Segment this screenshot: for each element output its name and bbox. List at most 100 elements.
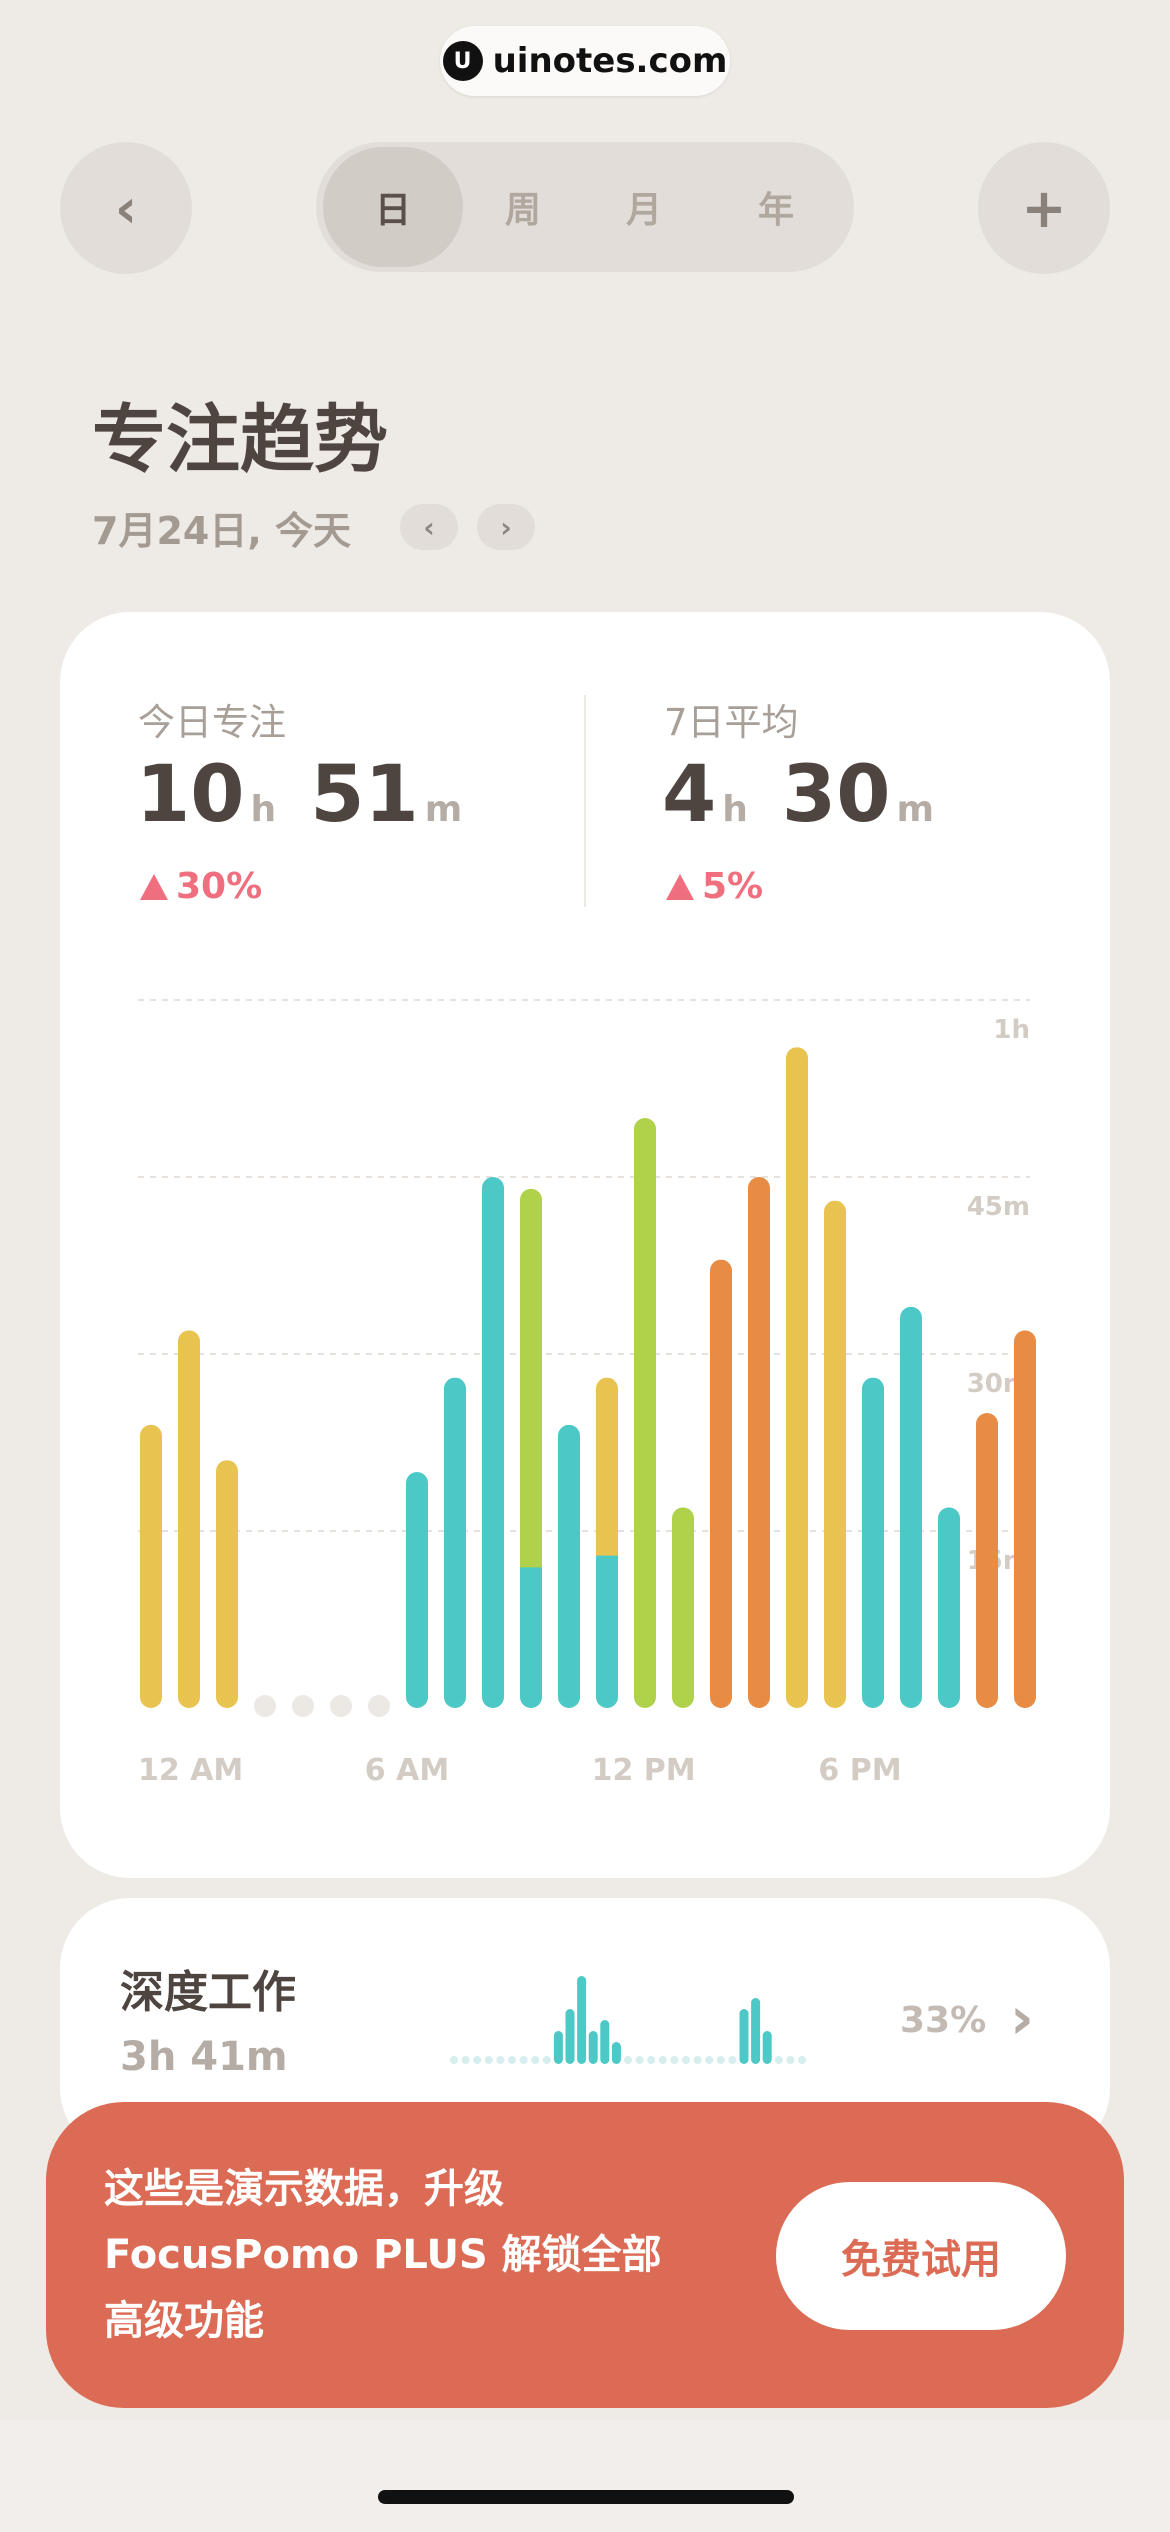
chart-empty-hour-dot xyxy=(292,1695,314,1717)
today-hours-unit: h xyxy=(250,789,277,830)
sparkline-empty-dot xyxy=(473,2056,482,2064)
chart-bar-segment xyxy=(140,1424,162,1708)
tab-year[interactable]: 年 xyxy=(757,190,794,231)
chart-bar-segment xyxy=(900,1306,922,1708)
date-label: 7月24日, 今天 xyxy=(92,509,351,553)
week-avg-minutes-unit: m xyxy=(896,789,934,830)
sparkline-empty-dot xyxy=(728,2056,737,2064)
triangle-up-icon xyxy=(140,873,168,900)
chart-x-tick-label: 6 AM xyxy=(365,1753,449,1788)
sparkline-bar xyxy=(600,2020,610,2064)
plus-icon: + xyxy=(1021,176,1067,240)
tab-week[interactable]: 周 xyxy=(504,190,541,231)
watermark: U uinotes.com xyxy=(440,26,730,96)
period-tabs: 日 周 月 年 xyxy=(316,142,854,272)
week-avg-hours-unit: h xyxy=(722,789,748,830)
sparkline-empty-dot xyxy=(519,2056,528,2064)
sparkline-bar xyxy=(762,2031,772,2064)
today-focus-value: 10 h 51 m xyxy=(136,750,462,840)
sparkline-bar xyxy=(553,2031,563,2064)
chart-bar-segment xyxy=(596,1377,618,1556)
bottom-content-peek xyxy=(0,2420,1170,2532)
sparkline-bar xyxy=(611,2042,621,2064)
chart-y-tick-label: 1h xyxy=(993,1015,1030,1045)
sparkline-bar xyxy=(588,2031,598,2064)
free-trial-button[interactable]: 免费试用 xyxy=(776,2182,1066,2330)
sparkline-empty-dot xyxy=(635,2056,644,2064)
sparkline-empty-dot xyxy=(693,2056,702,2064)
upgrade-text-line3: 高级功能 xyxy=(104,2298,264,2344)
chart-bar-segment xyxy=(672,1507,694,1708)
tab-month[interactable]: 月 xyxy=(625,190,662,231)
chart-bar-segment xyxy=(558,1424,580,1708)
chart-bar-segment xyxy=(406,1472,428,1708)
sparkline-empty-dot xyxy=(647,2056,656,2064)
chart-bar-segment xyxy=(482,1177,504,1708)
sparkline-empty-dot xyxy=(705,2056,714,2064)
deep-work-percent: 33% xyxy=(900,2000,987,2041)
chart-empty-hour-dot xyxy=(368,1695,390,1717)
triangle-up-icon xyxy=(666,873,694,900)
sparkline-empty-dot xyxy=(774,2056,783,2064)
chart-empty-hour-dot xyxy=(254,1695,276,1717)
stats-divider xyxy=(584,695,586,907)
back-button[interactable]: ‹ xyxy=(60,142,192,274)
sparkline-empty-dot xyxy=(682,2056,690,2064)
chart-bar-segment xyxy=(824,1200,846,1708)
sparkline-empty-dot xyxy=(798,2056,806,2064)
chart-x-tick-label: 6 PM xyxy=(818,1753,901,1788)
week-avg-delta-value: 5% xyxy=(702,866,764,907)
sparkline-empty-dot xyxy=(496,2056,505,2064)
sparkline-bar xyxy=(565,2009,575,2064)
upgrade-text-line1: 这些是演示数据，升级 xyxy=(104,2166,504,2212)
sparkline-empty-dot xyxy=(670,2056,679,2064)
upgrade-text-line2: FocusPomo PLUS 解锁全部 xyxy=(104,2232,662,2278)
home-indicator xyxy=(378,2490,794,2504)
chart-bar-segment xyxy=(444,1377,466,1708)
week-avg-hours: 4 xyxy=(662,750,717,840)
chart-bar-segment xyxy=(634,1118,656,1708)
add-button[interactable]: + xyxy=(978,142,1110,274)
chart-bar-segment xyxy=(1014,1330,1036,1708)
deep-work-sparkline xyxy=(450,1976,806,2064)
chart-bar-segment xyxy=(520,1188,542,1568)
chart-y-tick-label: 45m xyxy=(967,1192,1030,1222)
chart-bar-segment xyxy=(216,1460,238,1708)
chart-bar-segment xyxy=(178,1330,200,1708)
sparkline-empty-dot xyxy=(542,2056,551,2064)
chart-bar-segment xyxy=(748,1177,770,1708)
upgrade-banner-text: 这些是演示数据，升级 FocusPomo PLUS 解锁全部 高级功能 xyxy=(104,2156,744,2354)
today-minutes: 51 xyxy=(310,750,419,840)
today-focus-label: 今日专注 xyxy=(138,701,286,744)
today-hours: 10 xyxy=(136,750,245,840)
chart-bar-segment xyxy=(862,1377,884,1708)
watermark-text: uinotes.com xyxy=(492,41,728,81)
chevron-right-icon[interactable]: › xyxy=(1010,1984,1034,2052)
sparkline-empty-dot xyxy=(716,2056,725,2064)
sparkline-bar xyxy=(577,1976,587,2064)
chart-bar-segment xyxy=(976,1413,998,1708)
week-avg-value: 4 h 30 m xyxy=(662,750,934,840)
today-minutes-unit: m xyxy=(424,789,463,830)
chart-x-tick-label: 12 PM xyxy=(592,1753,696,1788)
sparkline-bar xyxy=(739,2009,749,2064)
chevron-right-small-icon: › xyxy=(500,510,512,544)
sparkline-empty-dot xyxy=(508,2056,516,2064)
page-title: 专注趋势 xyxy=(92,397,388,483)
deep-work-duration: 3h 41m xyxy=(120,2034,288,2080)
chevron-left-icon: ‹ xyxy=(114,176,138,240)
watermark-logo-icon: U xyxy=(442,41,483,81)
sparkline-empty-dot xyxy=(624,2056,632,2064)
today-delta: 30% xyxy=(140,866,262,907)
chart-bar-segment xyxy=(786,1047,808,1708)
chart-empty-hour-dot xyxy=(330,1695,352,1717)
prev-day-button[interactable]: ‹ xyxy=(400,504,458,550)
week-avg-label: 7日平均 xyxy=(664,701,799,744)
today-delta-value: 30% xyxy=(176,866,263,907)
sparkline-empty-dot xyxy=(461,2056,470,2064)
tab-day[interactable]: 日 xyxy=(323,147,463,267)
week-avg-delta: 5% xyxy=(666,866,763,907)
next-day-button[interactable]: › xyxy=(477,504,535,550)
week-avg-minutes: 30 xyxy=(781,750,891,840)
